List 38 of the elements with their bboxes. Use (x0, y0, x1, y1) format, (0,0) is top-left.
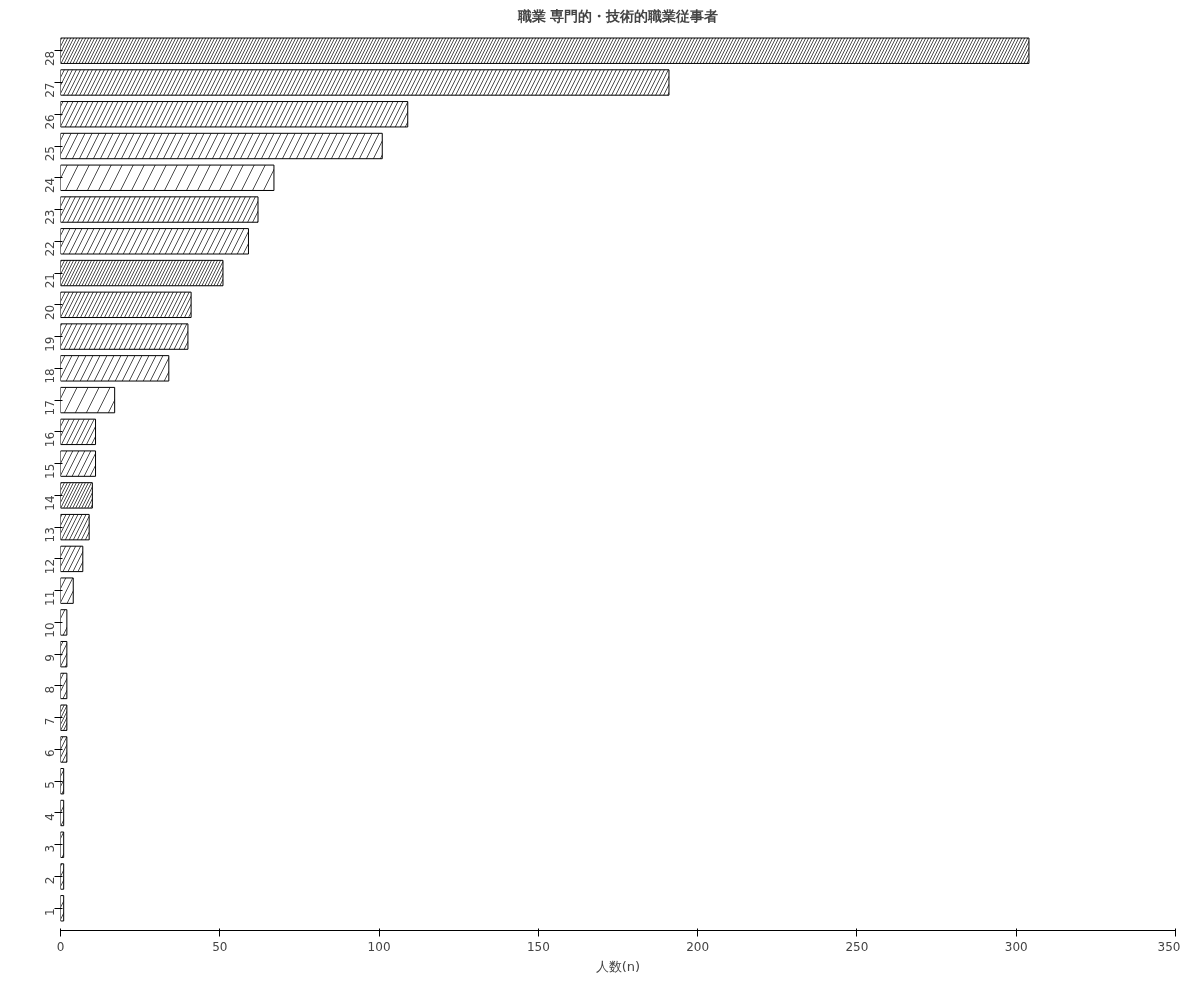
x-tick-label: 50 (212, 939, 228, 954)
y-tick-label: 12 (43, 558, 57, 575)
y-tick-label: 21 (43, 273, 57, 289)
x-tick-label: 150 (526, 939, 550, 954)
y-tick-label: 5 (43, 781, 57, 789)
y-tick-label: 20 (43, 304, 57, 321)
y-tick-label: 27 (43, 82, 57, 98)
x-tick-label: 200 (686, 939, 710, 954)
y-tick-label: 9 (43, 654, 57, 662)
y-tick-label: 7 (43, 717, 57, 726)
x-tick-label: 0 (56, 939, 65, 954)
y-tick-label: 25 (43, 146, 57, 162)
y-tick-label: 1 (43, 908, 57, 916)
y-tick-label: 28 (43, 50, 57, 66)
x-tick-label: 300 (1004, 939, 1028, 954)
y-tick-label: 2 (43, 876, 57, 885)
y-tick-label: 11 (43, 590, 57, 606)
y-tick-label: 22 (43, 241, 57, 257)
x-axis-title: 人数(n) (595, 958, 641, 974)
y-tick-label: 15 (43, 463, 57, 479)
y-tick-label: 13 (43, 527, 57, 543)
y-tick-label: 17 (43, 400, 57, 416)
y-tick-label: 23 (43, 209, 57, 225)
x-tick-label: 250 (845, 939, 869, 954)
x-tick-label: 350 (1157, 939, 1181, 954)
y-tick-label: 26 (43, 114, 57, 130)
y-tick-label: 3 (43, 844, 57, 853)
y-tick-label: 18 (43, 368, 57, 384)
y-tick-label: 14 (43, 495, 57, 511)
y-tick-label: 6 (43, 749, 57, 758)
y-tick-label: 16 (43, 431, 57, 448)
x-tick-label: 100 (367, 939, 391, 954)
y-tick-label: 4 (43, 812, 57, 821)
y-tick-label: 10 (43, 622, 57, 638)
y-tick-label: 24 (43, 177, 57, 194)
chart-title: 職業 専門的・技術的職業従事者 (516, 7, 719, 24)
y-tick-label: 19 (43, 336, 57, 352)
y-tick-label: 8 (43, 685, 57, 694)
